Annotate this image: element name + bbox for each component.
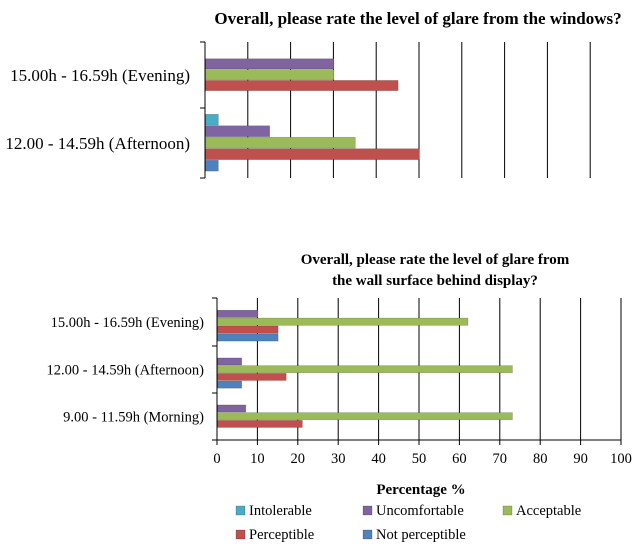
chart2-bar-acceptable-2: [217, 365, 513, 374]
chart2-category-label: 12.00 - 14.59h (Afternoon): [47, 363, 205, 379]
chart2-bar-acceptable-1: [217, 317, 469, 326]
legend-swatch-intolerable: [235, 505, 246, 516]
chart1-bar-uncomfortable-1: [205, 58, 335, 70]
chart1-bar-intolerable-2: [205, 114, 219, 126]
chart2-x-tick-label: 70: [493, 451, 508, 467]
chart2-x-tick-label: 0: [213, 451, 220, 467]
chart1-plot: 15.00h - 16.59h (Evening) 12.00 - 14.59h …: [5, 41, 591, 179]
chart2-x-tick-label: 50: [412, 451, 427, 467]
legend-label-intolerable: Intolerable: [249, 503, 312, 519]
chart2-title-line1: Overall, please rate the level of glare …: [301, 252, 570, 268]
legend-swatch-uncomfortable: [362, 505, 373, 516]
chart1-category-label: 15.00h - 16.59h (Evening): [10, 66, 190, 85]
chart1-bar-perceptible-1: [205, 80, 399, 91]
chart2-x-tick-label: 10: [250, 451, 265, 467]
chart1-bar-not-perceptible-2: [205, 159, 219, 172]
chart1-bar-acceptable-1: [205, 69, 335, 81]
chart1-title: Overall, please rate the level of glare …: [214, 9, 621, 28]
chart2-category-label: 9.00 - 11.59h (Morning): [63, 410, 204, 426]
legend-swatch-not-perceptible: [362, 529, 373, 540]
chart1-bar-perceptible-2: [205, 148, 420, 160]
chart1-bar-acceptable-2: [205, 136, 356, 149]
chart2-x-tick-label: 100: [610, 451, 632, 467]
legend-swatch-perceptible: [235, 529, 246, 540]
chart2-bar-perceptible-2: [217, 373, 287, 381]
chart2-bar-uncomfortable-2: [217, 357, 243, 366]
chart2-bar-not-perceptible-2: [217, 380, 243, 389]
legend-label-not-perceptible: Not perceptible: [376, 527, 466, 543]
x-axis-label: Percentage %: [376, 482, 465, 498]
legend-label-acceptable: Acceptable: [516, 503, 581, 519]
chart2-bar-uncomfortable-3: [217, 404, 247, 413]
chart2-bar-not-perceptible-1: [217, 333, 279, 342]
chart2-category-label: 15.00h - 16.59h (Evening): [51, 315, 205, 331]
legend: Intolerable Uncomfortable Acceptable Percep…: [235, 503, 581, 543]
chart2-bar-uncomfortable-1: [217, 309, 259, 318]
chart2-bar-perceptible-1: [217, 325, 279, 334]
chart2-x-tick-label: 40: [371, 451, 386, 467]
chart2-bar-acceptable-3: [217, 412, 513, 421]
chart1-category-label: 12.00 - 14.59h (Afternoon): [5, 134, 190, 153]
legend-swatch-acceptable: [502, 505, 513, 516]
chart2-x-tick-label: 80: [533, 451, 548, 467]
chart2-x-tick-label: 90: [573, 451, 588, 467]
chart2-x-tick-label: 20: [291, 451, 306, 467]
chart2-x-tick-label: 30: [331, 451, 346, 467]
chart2-title-line2: the wall surface behind display?: [332, 273, 538, 289]
legend-label-perceptible: Perceptible: [249, 527, 314, 543]
chart1-bar-uncomfortable-2: [205, 125, 270, 137]
legend-label-uncomfortable: Uncomfortable: [376, 503, 464, 519]
chart2-bar-perceptible-3: [217, 420, 303, 428]
chart2-plot: 15.00h - 16.59h (Evening) 12.00 - 14.59h …: [47, 297, 632, 467]
chart2-x-tick-label: 60: [452, 451, 467, 467]
